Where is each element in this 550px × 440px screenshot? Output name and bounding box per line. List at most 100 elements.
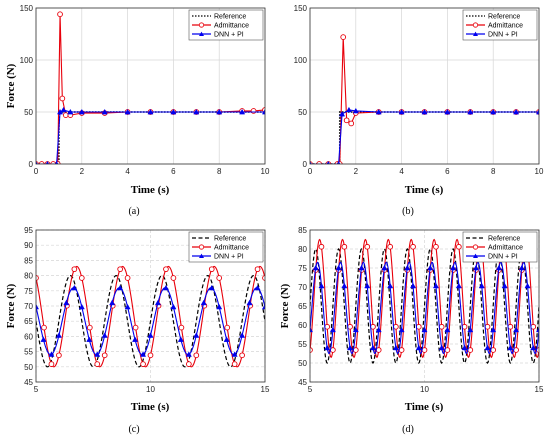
dnn-pi-marker [177,336,184,342]
dnn-pi-marker [318,282,325,289]
y-tick-label: 150 [294,4,308,13]
legend-label: Admittance [214,23,249,30]
panel-caption: (d) [402,424,414,435]
dnn-pi-marker [392,344,399,351]
dnn-pi-marker [381,264,388,271]
dnn-pi-marker [530,344,537,351]
dnn-pi-marker [86,336,93,342]
dnn-pi-marker [101,108,108,115]
admittance-marker [318,243,325,250]
legend-triangle-marker [473,253,478,258]
dnn-pi-marker [518,264,525,271]
dnn-pi-marker [398,326,405,333]
series-group [36,11,265,164]
series-line-reference [36,274,265,368]
dnn-pi-marker [193,108,200,115]
dnn-pi-marker [535,108,539,115]
admittance-marker [163,266,169,273]
dnn-pi-marker [467,108,474,115]
y-tick-label: 0 [29,160,34,169]
y-tick-label: 150 [20,4,34,13]
x-tick-label: 4 [399,167,404,176]
y-tick-label: 65 [298,302,307,311]
dnn-pi-marker [369,344,376,351]
admittance-marker [50,161,57,164]
legend: Reference Admittance DNN + PI [462,9,538,41]
legend-circle-marker [198,244,205,250]
dnn-pi-marker [55,332,62,338]
dnn-pi-marker [352,107,359,114]
admittance-marker [224,324,231,331]
y-tick-label: 75 [298,264,307,273]
dnn-pi-marker [427,264,434,271]
y-tick-label: 65 [24,317,33,326]
legend-label: DNN + PI [488,254,518,261]
x-tick-label: 4 [125,167,130,176]
admittance-marker [208,266,215,273]
y-tick-label: 70 [24,302,33,311]
panel-caption: (c) [128,424,139,435]
admittance-marker [231,361,238,367]
dnn-pi-marker [421,108,428,115]
dnn-pi-marker [261,303,265,310]
x-tick-label: 8 [491,167,496,176]
dnn-pi-marker [216,108,223,115]
plot-frame [309,7,540,165]
dnn-pi-marker [36,303,40,310]
dnn-pi-marker [495,264,502,271]
panel-caption: (b) [402,206,414,217]
admittance-marker [186,361,192,367]
dnn-pi-marker [216,303,223,310]
x-tick-label: 5 [308,385,313,394]
admittance-marker [262,275,265,281]
x-axis-label: Time (s) [131,401,170,413]
dnn-pi-marker [246,299,253,306]
dnn-pi-marker [147,108,154,115]
legend-label: Admittance [488,245,523,252]
dnn-pi-marker [239,108,246,115]
x-tick-label: 6 [171,167,176,176]
y-tick-label: 90 [24,241,33,250]
dnn-pi-marker [478,282,485,289]
dnn-pi-marker [347,344,354,351]
dnn-pi-marker [398,108,405,115]
legend: Reference Admittance DNN + PI [462,231,538,263]
x-tick-label: 15 [535,385,544,394]
dnn-pi-marker [364,282,371,289]
dnn-pi-marker [231,351,238,357]
dnn-pi-marker [352,326,359,333]
legend: Reference Admittance DNN + PI [188,231,264,263]
y-axis-label: Force (N) [279,283,291,328]
y-axis-label: Force (N) [5,63,17,108]
admittance-marker [86,324,93,331]
dnn-pi-marker [124,303,131,310]
admittance-marker [433,243,439,250]
series-group [36,265,265,368]
dnn-pi-marker [261,108,265,115]
admittance-marker [456,243,462,250]
dnn-pi-marker [254,284,261,291]
dnn-pi-marker [109,299,116,306]
dnn-pi-marker [329,326,336,333]
series-line-dnn-pi [310,109,539,164]
dnn-pi-marker [193,332,200,338]
dnn-pi-marker [450,264,457,271]
admittance-marker [140,361,146,367]
y-tick-label: 45 [298,378,307,387]
dnn-pi-marker [484,344,491,351]
y-tick-label: 60 [298,321,307,330]
x-tick-label: 0 [308,167,313,176]
legend: Reference Admittance DNN + PI [188,9,264,41]
dnn-pi-marker [513,326,520,333]
dnn-pi-marker [67,108,74,115]
admittance-marker [254,266,261,273]
dnn-pi-marker [40,336,47,342]
admittance-marker [147,352,154,359]
legend-label: Reference [488,236,520,243]
dnn-pi-marker [335,264,342,271]
legend-circle-marker [472,244,479,250]
dnn-pi-marker [78,303,85,310]
series-group [310,238,539,364]
